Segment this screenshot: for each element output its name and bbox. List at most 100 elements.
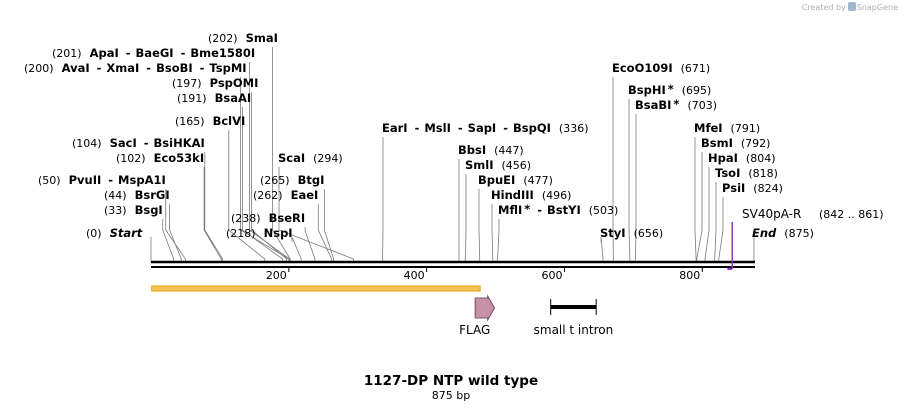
enzyme-name[interactable]: MslI — [424, 121, 451, 135]
enzyme-name[interactable]: HpaI — [708, 151, 738, 165]
enzyme-name[interactable]: BsaAI — [215, 91, 252, 105]
site-position: (496) — [542, 189, 572, 202]
enzyme-name[interactable]: End — [752, 226, 777, 240]
flag-feature-arrow[interactable] — [474, 294, 496, 322]
enzyme-name[interactable]: BaeGI — [136, 46, 174, 60]
enzyme-name[interactable]: BsmI — [701, 136, 733, 150]
site-position: (792) — [741, 137, 771, 150]
enzyme-label-tsoi[interactable]: TsoI (818) — [715, 166, 778, 180]
enzyme-name[interactable]: EaeI — [291, 188, 319, 202]
enzyme-name[interactable]: MfeI — [694, 121, 723, 135]
enzyme-label-eari[interactable]: EarI - MslI - SapI - BspQI (336) — [382, 121, 589, 135]
enzyme-name[interactable]: BsgI — [135, 203, 163, 217]
enzyme-label-apai[interactable]: (201) ApaI - BaeGI - Bme1580I — [52, 46, 255, 60]
enzyme-label-saci[interactable]: (104) SacI - BsiHKAI — [72, 136, 205, 150]
enzyme-label-bsmi[interactable]: BsmI (792) — [701, 136, 770, 150]
methylation-star-icon: * — [673, 97, 679, 111]
enzyme-label-beseri[interactable]: (238) BseRI — [231, 211, 305, 225]
enzyme-label-eaei[interactable]: (262) EaeI — [253, 188, 318, 202]
flag-feature-label[interactable]: FLAG — [459, 323, 490, 337]
enzyme-name[interactable]: PsiI — [722, 181, 745, 195]
enzyme-name[interactable]: BsrGI — [135, 188, 170, 202]
enzyme-label-eco53ki[interactable]: (102) Eco53kI — [116, 151, 204, 165]
cut-line-mfli — [497, 219, 500, 262]
enzyme-name[interactable]: BstYI — [547, 203, 581, 217]
enzyme-name[interactable]: Bme1580I — [190, 46, 255, 60]
enzyme-name[interactable]: ApaI — [90, 46, 119, 60]
enzyme-name[interactable]: Eco53kI — [154, 151, 205, 165]
intron-feature-label[interactable]: small t intron — [534, 323, 614, 337]
cut-line-bsaai — [242, 107, 284, 262]
enzyme-name[interactable]: HindIII — [491, 188, 534, 202]
enzyme-name[interactable]: EarI — [382, 121, 408, 135]
enzyme-label-bsphi[interactable]: BspHI * (695) — [628, 82, 711, 97]
enzyme-name[interactable]: BspQI — [513, 121, 551, 135]
enzyme-label-psii[interactable]: PsiI (824) — [722, 181, 783, 195]
enzyme-name[interactable]: SacI — [110, 136, 137, 150]
enzyme-name[interactable]: TsoI — [715, 166, 740, 180]
enzyme-name[interactable]: BseRI — [269, 211, 306, 225]
enzyme-name[interactable]: PvuII — [69, 173, 102, 187]
enzyme-name[interactable]: SmlI — [465, 158, 494, 172]
site-position: (104) — [72, 137, 102, 150]
enzyme-name[interactable]: MspA1I — [118, 173, 166, 187]
enzyme-label-end[interactable]: End (875) — [752, 226, 814, 240]
site-position: (791) — [731, 122, 761, 135]
enzyme-label-styi[interactable]: StyI (656) — [600, 226, 663, 240]
primer-sv40pa-r[interactable]: SV40pA-R (842 .. 861) — [727, 207, 884, 270]
enzyme-label-pvuii[interactable]: (50) PvuII - MspA1I — [38, 173, 166, 187]
enzyme-name[interactable]: NspI — [264, 226, 293, 240]
enzyme-name[interactable]: TspMI — [209, 61, 246, 75]
enzyme-label-mfei[interactable]: MfeI (791) — [694, 121, 760, 135]
enzyme-label-btgi[interactable]: (265) BtgI — [260, 173, 324, 187]
cut-line-psii — [718, 197, 724, 262]
enzyme-name[interactable]: AvaI — [62, 61, 90, 75]
enzyme-label-smli[interactable]: SmlI (456) — [465, 158, 531, 172]
site-position: (0) — [86, 227, 102, 240]
orf-feature-bar[interactable] — [151, 285, 481, 292]
enzyme-name[interactable]: BsiHKAI — [154, 136, 205, 150]
enzyme-name[interactable]: BbsI — [458, 143, 486, 157]
site-position: (262) — [253, 189, 283, 202]
enzyme-label-start[interactable]: (0) Start — [86, 226, 143, 240]
enzyme-label-hpai[interactable]: HpaI (804) — [708, 151, 776, 165]
enzyme-label-smai[interactable]: (202) SmaI — [208, 31, 278, 45]
enzyme-label-bsabi[interactable]: BsaBI * (703) — [635, 97, 717, 112]
separator: - — [144, 136, 149, 150]
enzyme-label-pspomi[interactable]: (197) PspOMI — [172, 76, 258, 90]
enzyme-name[interactable]: Start — [110, 226, 143, 240]
enzyme-label-bsgi[interactable]: (33) BsgI — [104, 203, 163, 217]
enzyme-name[interactable]: BsoBI — [156, 61, 193, 75]
intron-feature[interactable] — [550, 299, 597, 315]
enzyme-label-nspi[interactable]: (218) NspI — [226, 226, 293, 240]
enzyme-name[interactable]: BpuEI — [478, 173, 515, 187]
enzyme-label-bbsi[interactable]: BbsI (447) — [458, 143, 524, 157]
axis-tick-label: 200 — [266, 269, 287, 282]
enzyme-label-ecoo109i[interactable]: EcoO109I (671) — [612, 61, 710, 75]
enzyme-label-bclvi[interactable]: (165) BclVI — [175, 114, 245, 128]
enzyme-name[interactable]: EcoO109I — [612, 61, 673, 75]
site-position: (201) — [52, 47, 82, 60]
enzyme-name[interactable]: MflI — [498, 203, 522, 217]
site-position: (238) — [231, 212, 261, 225]
enzyme-label-bsaai[interactable]: (191) BsaAI — [177, 91, 251, 105]
enzyme-name[interactable]: PspOMI — [210, 76, 259, 90]
enzyme-label-avai[interactable]: (200) AvaI - XmaI - BsoBI - TspMI — [24, 61, 247, 75]
enzyme-name[interactable]: BclVI — [213, 114, 246, 128]
enzyme-label-scai[interactable]: ScaI (294) — [278, 151, 343, 165]
enzyme-name[interactable]: SapI — [468, 121, 497, 135]
enzyme-label-bsrgi[interactable]: (44) BsrGI — [104, 188, 170, 202]
snapgene-logo-icon — [847, 2, 856, 11]
enzyme-label-bpuei[interactable]: BpuEI (477) — [478, 173, 553, 187]
primer-name[interactable]: SV40pA-R — [742, 207, 801, 221]
enzyme-name[interactable]: XmaI — [106, 61, 139, 75]
enzyme-name[interactable]: ScaI — [278, 151, 305, 165]
enzyme-name[interactable]: BtgI — [298, 173, 325, 187]
enzyme-name[interactable]: StyI — [600, 226, 626, 240]
enzyme-label-hindiii[interactable]: HindIII (496) — [491, 188, 571, 202]
enzyme-name[interactable]: SmaI — [246, 31, 278, 45]
enzyme-label-mfli[interactable]: MflI * - BstYI (503) — [498, 202, 618, 217]
enzyme-name[interactable]: BsaBI — [635, 98, 671, 112]
enzyme-name[interactable]: BspHI — [628, 83, 666, 97]
